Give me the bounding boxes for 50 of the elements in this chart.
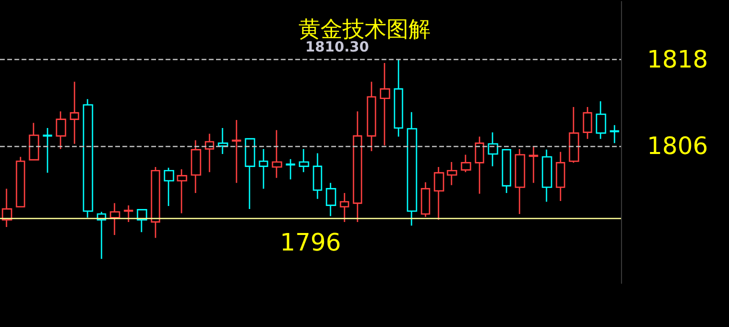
- candlestick: [298, 148, 310, 173]
- candlestick: [190, 140, 202, 194]
- candlestick: [406, 111, 418, 226]
- y-tick-label: 1818: [647, 45, 708, 74]
- candlestick: [286, 158, 296, 180]
- candlestick: [326, 182, 336, 217]
- candlestick: [272, 130, 282, 179]
- candlestick: [556, 151, 566, 202]
- candlestick: [434, 166, 444, 220]
- candlestick: [420, 182, 430, 218]
- candlestick: [244, 137, 256, 210]
- ref-line-label: 1796: [280, 228, 342, 256]
- candlestick: [218, 127, 228, 155]
- candlestick: [258, 148, 268, 190]
- candlestick: [394, 58, 404, 138]
- candlestick: [542, 149, 552, 202]
- candlestick: [568, 106, 580, 164]
- candlestick: [42, 127, 52, 174]
- candlestick: [488, 132, 498, 167]
- candlestick: [150, 166, 160, 239]
- candlestick: [204, 133, 214, 173]
- candlestick: [474, 136, 484, 194]
- candlestick: [582, 106, 592, 140]
- y-tick-label: 1806: [647, 132, 708, 160]
- candlestick: [446, 161, 458, 186]
- candlestick: [164, 167, 174, 207]
- candlestick: [136, 208, 148, 233]
- candlestick: [340, 192, 350, 223]
- candlestick: [366, 81, 376, 152]
- candlestick: [232, 119, 242, 184]
- candlestick: [596, 100, 606, 140]
- candlestick: [610, 124, 620, 144]
- annotation: 1810.30: [305, 39, 370, 56]
- candlestick: [82, 98, 94, 218]
- candlestick: [502, 148, 512, 194]
- candlestick: [514, 148, 526, 215]
- candlestick: [110, 202, 120, 236]
- candlestick: [312, 152, 322, 200]
- candlestick: [16, 156, 26, 208]
- candlestick: [2, 188, 12, 228]
- candlestick: [528, 146, 538, 184]
- candlestick: [56, 110, 66, 150]
- candlestick: [124, 204, 134, 223]
- candlestick: [460, 154, 472, 173]
- candlestick: [70, 81, 80, 145]
- candlestick: [352, 110, 362, 223]
- candlestick: [28, 122, 40, 160]
- candlestick: [176, 168, 188, 214]
- candlestick: [380, 62, 390, 146]
- candlestick: [96, 211, 106, 260]
